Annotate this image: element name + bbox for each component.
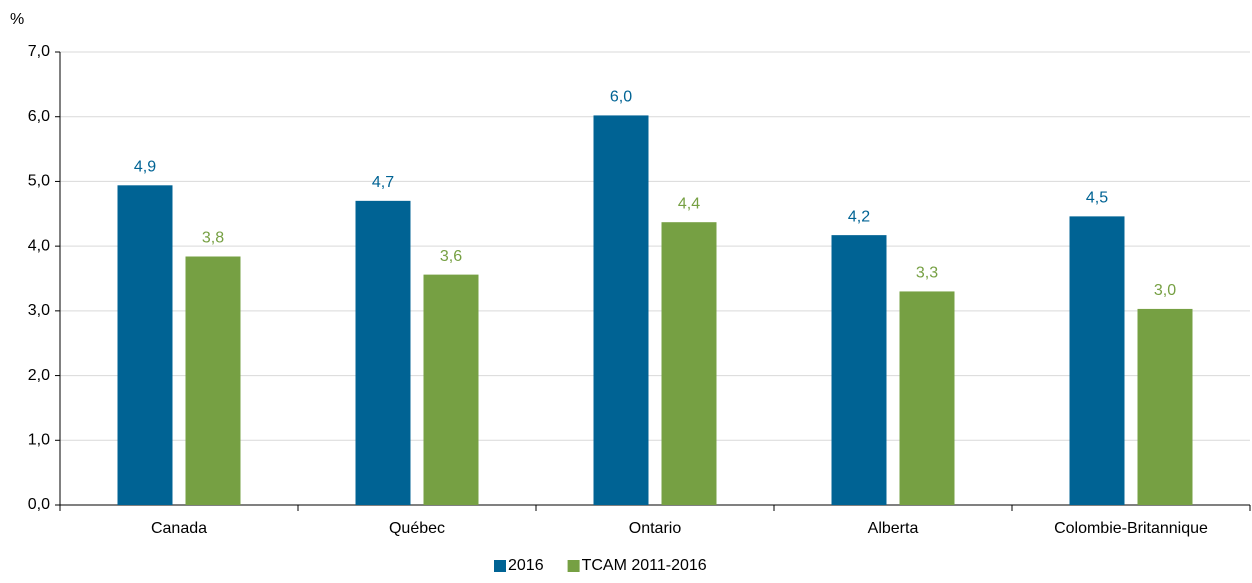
x-tick-label: Colombie-Britannique	[1054, 520, 1208, 537]
data-label: 3,8	[202, 230, 224, 247]
y-tick-label: 4,0	[28, 237, 50, 254]
data-label: 4,4	[678, 195, 700, 212]
legend-swatch	[567, 560, 580, 572]
bar	[1069, 216, 1125, 506]
y-tick-label: 7,0	[28, 43, 50, 60]
y-tick-label: 5,0	[28, 173, 50, 190]
data-label: 4,7	[372, 174, 394, 191]
x-tick-label: Ontario	[629, 520, 682, 537]
y-tick-label: 6,0	[28, 108, 50, 125]
data-label: 4,9	[134, 159, 156, 176]
data-label: 3,0	[1154, 282, 1176, 299]
x-tick-label: Canada	[151, 520, 207, 537]
x-tick-label: Québec	[389, 520, 445, 537]
y-tick-label: 2,0	[28, 367, 50, 384]
y-tick-label: 1,0	[28, 432, 50, 449]
bar	[593, 115, 649, 506]
bar	[899, 291, 955, 505]
data-label: 3,6	[440, 248, 462, 265]
y-tick-label: 3,0	[28, 302, 50, 319]
data-label: 4,5	[1086, 190, 1108, 207]
legend-label: 2016	[508, 557, 544, 574]
bar	[1137, 308, 1193, 505]
data-label: 6,0	[610, 89, 632, 106]
legend-label: TCAM 2011-2016	[582, 557, 707, 574]
data-label: 3,3	[916, 265, 938, 282]
bar	[117, 185, 173, 505]
legend-swatch	[494, 560, 506, 572]
data-label: 4,2	[848, 208, 870, 225]
y-tick-label: 0,0	[28, 496, 50, 513]
bar	[355, 200, 411, 506]
bar	[423, 274, 479, 505]
bar	[185, 256, 241, 505]
bar	[831, 235, 887, 506]
x-tick-label: Alberta	[868, 520, 919, 537]
y-axis-label: %	[10, 11, 24, 28]
bar	[661, 222, 717, 505]
